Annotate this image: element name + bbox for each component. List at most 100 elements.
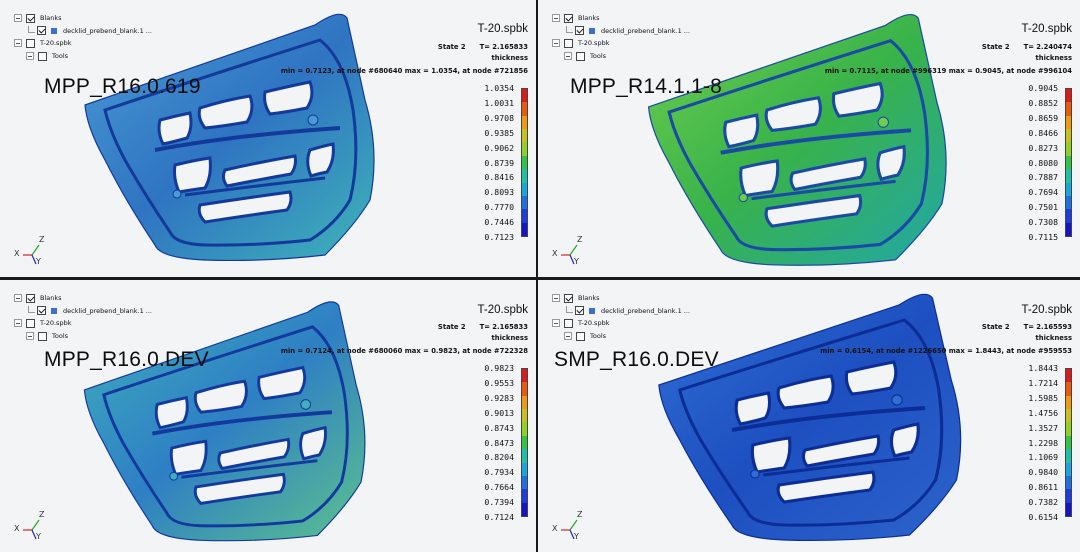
legend-color-band <box>522 475 527 490</box>
collapse-toggle[interactable] <box>26 52 34 61</box>
legend-color-band <box>1066 182 1071 196</box>
tree-row-tooling[interactable]: T-20.spbk <box>552 317 690 330</box>
tree-row-blank-item[interactable]: decklid_prebend_blank.1 ... <box>14 25 152 38</box>
viewport-panel-3[interactable]: Blanks decklid_prebend_blank.1 ... T-20.… <box>0 280 536 552</box>
legend-value: 0.8093 <box>484 187 514 198</box>
collapse-toggle[interactable] <box>552 14 560 23</box>
viewport-panel-1[interactable]: Blanks decklid_prebend_blank.1 ... T-20.… <box>0 0 536 277</box>
legend-value: 0.7934 <box>484 467 514 478</box>
legend-value: 0.7115 <box>1028 232 1058 242</box>
decklid-model[interactable] <box>65 0 405 270</box>
legend-value: 0.8416 <box>484 172 514 183</box>
tree-connector <box>28 305 35 313</box>
decklid-model[interactable] <box>638 280 993 550</box>
collapse-toggle[interactable] <box>26 332 34 341</box>
collapse-toggle[interactable] <box>14 14 22 23</box>
legend-color-band <box>522 182 527 196</box>
tree-row-blanks[interactable]: Blanks <box>14 292 152 305</box>
legend-color-band <box>522 409 527 423</box>
legend-color-band <box>522 129 527 143</box>
tree-label: T-20.spbk <box>40 39 72 48</box>
legend-color-band <box>1066 462 1071 476</box>
tree-row-tooling[interactable]: T-20.spbk <box>552 37 690 50</box>
legend-color-band <box>1066 195 1071 210</box>
legend-color-band <box>1066 435 1071 450</box>
tree-row-tools[interactable]: Tools <box>552 330 690 343</box>
tree-row-blank-item[interactable]: decklid_prebend_blank.1 ... <box>552 305 690 318</box>
tree-label: T-20.spbk <box>40 319 72 328</box>
legend-value: 0.8743 <box>484 422 514 433</box>
tree-connector <box>566 305 573 313</box>
color-swatch-icon <box>589 307 595 314</box>
visibility-checkbox[interactable] <box>564 293 573 303</box>
legend-value: 0.7446 <box>484 217 514 228</box>
tree-label: Tools <box>590 51 607 60</box>
viewport-panel-2[interactable]: Blanks decklid_prebend_blank.1 ... T-20.… <box>538 0 1080 277</box>
tree-row-tools[interactable]: Tools <box>14 50 152 63</box>
collapse-toggle[interactable] <box>564 332 572 341</box>
tree-label: Blanks <box>578 294 600 302</box>
legend-color-band <box>522 142 527 156</box>
tree-row-blank-item[interactable]: decklid_prebend_blank.1 ... <box>552 25 690 38</box>
tree-row-tooling[interactable]: T-20.spbk <box>14 37 152 50</box>
tree-row-blanks[interactable]: Blanks <box>552 12 690 25</box>
legend-color-band <box>522 115 527 130</box>
visibility-checkbox[interactable] <box>38 51 47 61</box>
visibility-checkbox[interactable] <box>564 318 573 328</box>
file-name: T-20.spbk <box>1021 304 1073 316</box>
collapse-toggle[interactable] <box>564 52 572 61</box>
visibility-checkbox[interactable] <box>26 38 35 48</box>
collapse-toggle[interactable] <box>14 319 22 328</box>
visibility-checkbox[interactable] <box>26 293 35 303</box>
decklid-mesh <box>84 13 375 262</box>
visibility-checkbox[interactable] <box>38 331 47 341</box>
state-time: State 2 T= 2.165593 <box>981 323 1072 331</box>
solver-version-label: MPP_R16.0.DEV <box>44 348 209 371</box>
collapse-toggle[interactable] <box>552 294 560 303</box>
decklid-model[interactable] <box>628 0 978 275</box>
color-swatch-icon <box>51 27 57 34</box>
legend-value: 0.9840 <box>1028 467 1058 478</box>
viewport-panel-4[interactable]: Blanks decklid_prebend_blank.1 ... T-20.… <box>538 280 1080 552</box>
legend-value: 0.8273 <box>1028 142 1058 153</box>
color-legend: 0.9045 0.8852 0.8659 0.8466 0.8273 0.8080 0.78… <box>1024 83 1072 242</box>
object-tree: Blanks decklid_prebend_blank.1 ... T-20.… <box>552 12 690 62</box>
decklid-model[interactable] <box>65 288 395 550</box>
legend-color-band <box>1066 475 1071 490</box>
solver-version-label: MPP_R14.1.1-8 <box>570 75 723 98</box>
tree-row-blank-item[interactable]: decklid_prebend_blank.1 ... <box>14 305 152 318</box>
tree-row-tools[interactable]: Tools <box>14 330 152 343</box>
collapse-toggle[interactable] <box>552 319 560 328</box>
visibility-checkbox[interactable] <box>26 13 35 23</box>
visibility-checkbox[interactable] <box>575 26 584 36</box>
legend-value: 0.7664 <box>484 482 514 493</box>
visibility-checkbox[interactable] <box>37 26 46 36</box>
legend-color-band <box>1066 422 1071 436</box>
visibility-checkbox[interactable] <box>37 306 46 316</box>
result-quantity: thickness <box>491 54 528 62</box>
collapse-toggle[interactable] <box>552 39 560 48</box>
legend-color-band <box>1066 115 1071 130</box>
legend-color-band <box>522 462 527 476</box>
legend-color-band <box>522 89 527 103</box>
visibility-checkbox[interactable] <box>26 318 35 328</box>
collapse-toggle[interactable] <box>14 39 22 48</box>
visibility-checkbox[interactable] <box>564 13 573 23</box>
legend-value: 0.9385 <box>484 127 514 138</box>
visibility-checkbox[interactable] <box>564 38 573 48</box>
legend-value: 1.7214 <box>1028 377 1058 388</box>
legend-value: 0.8611 <box>1028 482 1058 493</box>
tree-row-blanks[interactable]: Blanks <box>14 12 152 25</box>
tree-row-tooling[interactable]: T-20.spbk <box>14 317 152 330</box>
file-name: T-20.spbk <box>477 304 529 316</box>
tree-row-tools[interactable]: Tools <box>552 50 690 63</box>
tree-row-blanks[interactable]: Blanks <box>552 292 690 305</box>
color-swatch-icon <box>589 27 595 34</box>
visibility-checkbox[interactable] <box>575 306 584 316</box>
tree-label: T-20.spbk <box>578 39 610 48</box>
visibility-checkbox[interactable] <box>576 51 585 61</box>
solver-version-label: MPP_R16.0.619 <box>44 75 201 98</box>
file-name: T-20.spbk <box>1021 23 1073 35</box>
collapse-toggle[interactable] <box>14 294 22 303</box>
visibility-checkbox[interactable] <box>576 331 585 341</box>
